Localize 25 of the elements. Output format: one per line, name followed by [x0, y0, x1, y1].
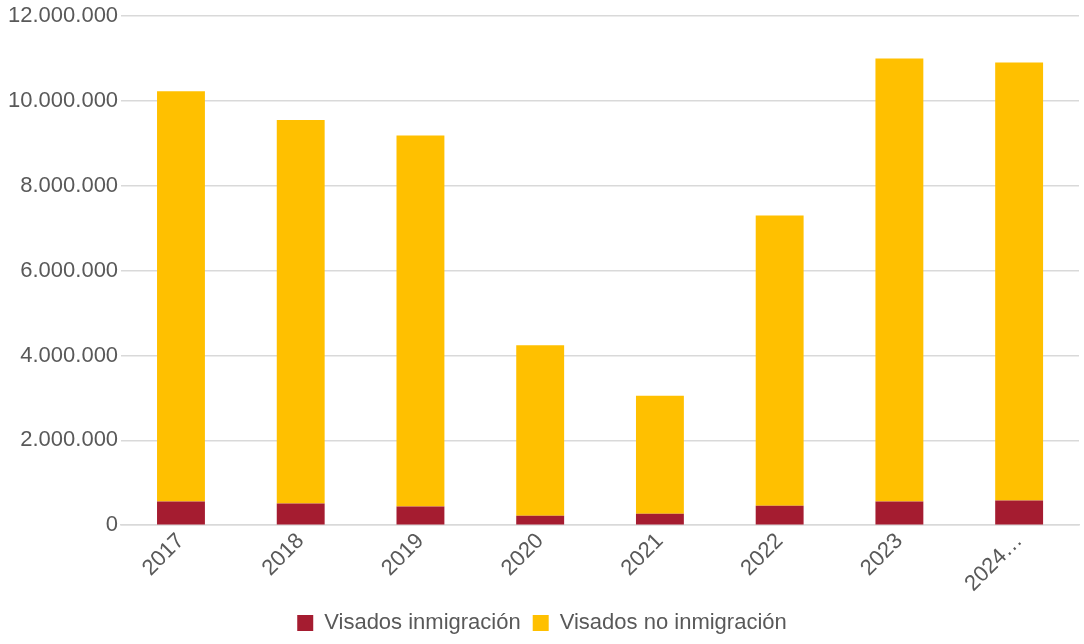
bar — [875, 501, 924, 525]
y-tick-label: 12.000.000 — [8, 2, 119, 28]
bar — [995, 500, 1044, 525]
legend-label: Visados no inmigración — [559, 609, 787, 635]
y-tick-label: 2.000.000 — [20, 426, 119, 452]
y-tick-label: 6.000.000 — [20, 256, 119, 282]
y-tick-label: 0 — [105, 511, 119, 537]
bar — [875, 58, 924, 502]
bar — [276, 503, 325, 525]
bar — [157, 91, 205, 502]
bar — [396, 135, 445, 507]
bar — [516, 345, 565, 516]
y-tick-label: 10.000.000 — [8, 87, 119, 113]
bar — [157, 501, 205, 525]
y-tick-label: 8.000.000 — [20, 171, 119, 197]
bar — [516, 515, 565, 525]
legend-label: Visados inmigración — [324, 609, 521, 635]
bar — [755, 215, 804, 506]
bar — [635, 513, 684, 525]
bar — [755, 505, 804, 525]
bar — [276, 120, 325, 504]
bar — [396, 506, 445, 525]
bar — [635, 395, 684, 514]
y-tick-label: 4.000.000 — [20, 341, 119, 367]
bar — [995, 62, 1044, 501]
